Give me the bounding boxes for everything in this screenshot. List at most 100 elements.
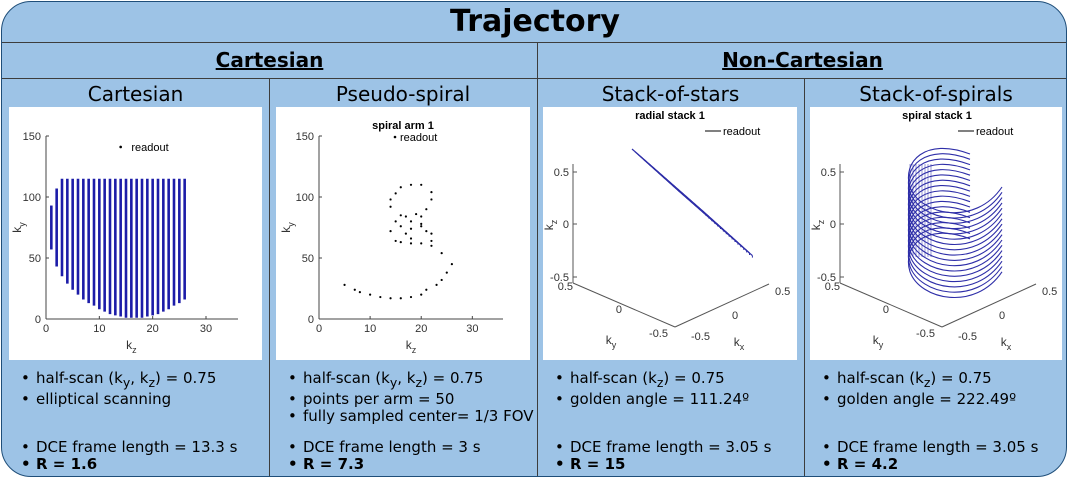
chart-title: radial stack 1	[635, 110, 705, 122]
chart-title: spiral stack 1	[902, 110, 972, 122]
y-tick-label: 100	[296, 192, 314, 204]
readout-point	[394, 239, 397, 243]
y-tick-label: -0.5	[649, 328, 668, 340]
bullets-stack-of-spirals: half-scan (kz) = 0.75 golden angle = 222…	[821, 370, 1016, 409]
z-axis-label: kz	[543, 219, 559, 230]
y-axis-label: ky	[873, 333, 884, 350]
readout-spiral	[908, 232, 1003, 298]
readout-point	[420, 242, 423, 245]
legend-label: readout	[131, 142, 168, 154]
bullet-half-scan: half-scan (ky, kz) = 0.75	[287, 370, 534, 391]
readout-point	[409, 183, 413, 186]
readout-point	[440, 278, 443, 282]
readout-point	[409, 237, 413, 240]
y-tick-label: -0.5	[916, 328, 935, 340]
frame-length: DCE frame length = 3 s	[287, 439, 481, 457]
legend-label: readout	[723, 126, 760, 138]
x-tick-label: 0	[316, 323, 322, 335]
readout-point	[425, 230, 428, 233]
x-tick-label: 0	[43, 323, 49, 335]
category-underline-divider	[2, 78, 1066, 79]
readout-point	[399, 297, 402, 300]
y-tick-label: 50	[29, 253, 41, 265]
readout-point	[430, 239, 433, 243]
x-tick-label: 10	[93, 323, 105, 335]
readout-point	[420, 215, 423, 218]
readout-point	[409, 242, 413, 245]
y-tick-label: 0	[616, 304, 622, 316]
z-axis-label: kz	[810, 219, 826, 230]
z-tick-label: 0.5	[554, 167, 569, 179]
x-tick-label: 0.5	[1042, 286, 1057, 298]
readout-point	[409, 295, 413, 299]
readout-point	[430, 244, 433, 247]
readout-point	[369, 293, 372, 296]
panel-title-stack-of-stars: Stack-of-stars	[601, 82, 740, 106]
acceleration-r: R = 1.6	[20, 456, 237, 474]
readout-point	[425, 288, 428, 291]
x-tick-label: 0	[999, 310, 1005, 322]
y-axis-label: ky	[10, 222, 27, 233]
summary-stack-of-spirals: DCE frame length = 3.05 s R = 4.2	[821, 439, 1038, 474]
category-divider	[537, 42, 538, 476]
readout-point	[399, 225, 402, 228]
frame-length: DCE frame length = 13.3 s	[20, 439, 237, 457]
y-tick-label: 100	[23, 192, 41, 204]
readout-point	[404, 232, 407, 235]
x-axis-label: kz	[406, 338, 417, 355]
readout-point	[389, 230, 392, 233]
plot-cartesian: 0 10 20 30 0 50 100 150 kz ky readout	[9, 107, 262, 360]
x-tick-label: 10	[364, 323, 376, 335]
bullet-half-scan: half-scan (ky, kz) = 0.75	[20, 370, 216, 391]
x-axis-3d	[941, 283, 1037, 328]
readout-point	[425, 208, 428, 211]
summary-cartesian: DCE frame length = 13.3 s R = 1.6	[20, 439, 237, 474]
panel-divider-3	[804, 78, 805, 476]
panel-title-pseudo-spiral: Pseudo-spiral	[335, 82, 471, 106]
acceleration-r: R = 15	[554, 456, 771, 474]
y-axis-3d	[839, 282, 943, 328]
z-tick-label: 0.5	[821, 167, 836, 179]
readout-point	[415, 212, 418, 216]
readout-point	[440, 252, 443, 255]
x-tick-label: 30	[200, 323, 212, 335]
readout-point	[430, 191, 433, 194]
bullet-golden-angle: golden angle = 222.49º	[821, 391, 1016, 409]
readout-point	[399, 186, 402, 189]
readout-point	[399, 241, 402, 244]
readout-point	[430, 232, 433, 235]
bullets-cartesian: half-scan (ky, kz) = 0.75 elliptical sca…	[20, 370, 216, 409]
bullets-pseudo-spiral: half-scan (ky, kz) = 0.75 points per arm…	[287, 370, 534, 426]
z-tick-label: 0	[830, 219, 836, 231]
z-tick-label: -0.5	[550, 272, 569, 284]
readout-point	[343, 283, 346, 286]
y-tick-label: 50	[302, 253, 314, 265]
readout-point	[404, 215, 407, 218]
readout-line	[678, 190, 753, 257]
bullet-golden-angle: golden angle = 111.24º	[554, 391, 749, 409]
y-axis-label: ky	[279, 222, 296, 233]
y-tick-label: 0	[35, 314, 41, 326]
x-axis-label: kz	[126, 338, 137, 355]
panel-divider-1	[269, 78, 270, 476]
readout-point	[409, 227, 413, 230]
x-tick-label: 20	[415, 323, 427, 335]
category-non-cartesian: Non-Cartesian	[722, 48, 883, 72]
readout-point	[450, 263, 453, 266]
readout-point	[389, 205, 392, 208]
legend-label: readout	[400, 132, 437, 144]
cartesian-chart: 0 10 20 30 0 50 100 150 kz ky readout	[10, 131, 238, 355]
bullet-half-scan: half-scan (kz) = 0.75	[821, 370, 1016, 391]
readout-point	[420, 183, 423, 186]
y-axis-label: ky	[606, 333, 617, 350]
readout-point	[420, 222, 423, 225]
bullet-half-scan: half-scan (kz) = 0.75	[554, 370, 749, 391]
readout-point	[420, 293, 423, 296]
x-axis-label: kx	[1001, 335, 1012, 352]
x-tick-label: -0.5	[691, 331, 710, 343]
bullets-stack-of-stars: half-scan (kz) = 0.75 golden angle = 111…	[554, 370, 749, 409]
readout-spiral	[908, 227, 1003, 293]
